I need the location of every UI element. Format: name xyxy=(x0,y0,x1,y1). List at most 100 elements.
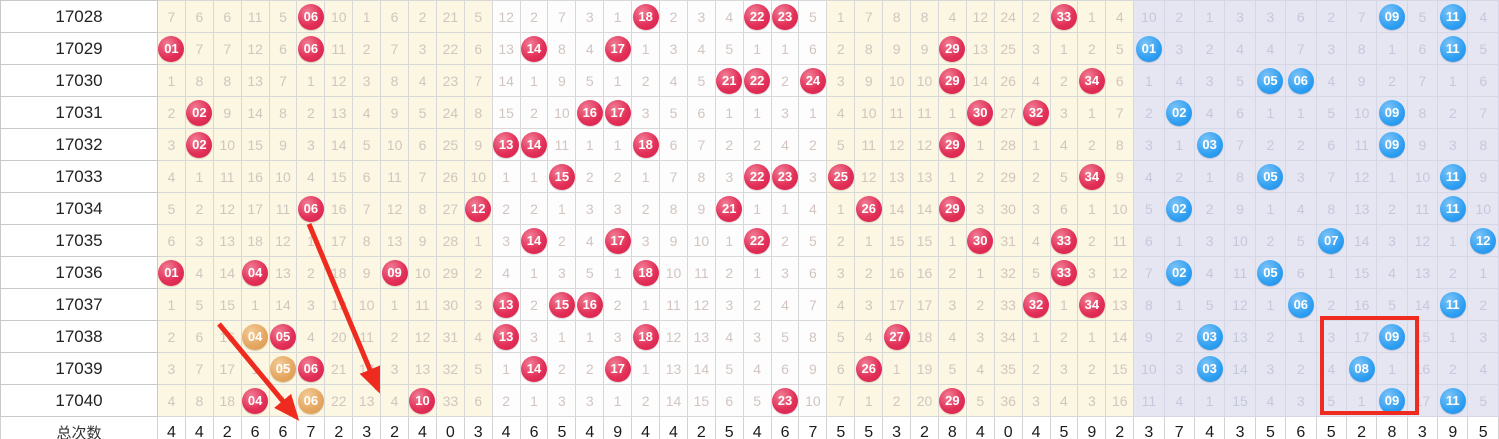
miss-cell: 8 xyxy=(1467,128,1499,161)
issue-label: 17036 xyxy=(0,256,158,289)
ball-cell: 25 xyxy=(826,160,856,193)
miss-cell: 6 xyxy=(352,160,382,193)
total-count-cell: 5 xyxy=(714,416,744,439)
miss-cell: 12 xyxy=(491,0,521,33)
total-count-cell: 4 xyxy=(659,416,688,439)
miss-cell: 3 xyxy=(798,160,828,193)
miss-cell: 3 xyxy=(1077,384,1107,417)
miss-cell: 4 xyxy=(463,320,493,353)
total-count-cell: 4 xyxy=(184,416,214,439)
miss-cell: 6 xyxy=(826,352,856,385)
red-ball: 25 xyxy=(827,163,854,190)
miss-cell: 3 xyxy=(714,288,744,321)
miss-cell: 9 xyxy=(1133,320,1165,353)
miss-cell: 2 xyxy=(547,352,577,385)
miss-cell: 8 xyxy=(268,96,298,129)
miss-cell: 1 xyxy=(854,224,884,257)
red-ball: 33 xyxy=(1050,227,1077,254)
miss-cell: 8 xyxy=(1315,192,1347,225)
red-ball: 33 xyxy=(1050,3,1077,30)
miss-cell: 15 xyxy=(212,288,242,321)
miss-cell: 3 xyxy=(1021,384,1051,417)
miss-cell: 9 xyxy=(659,224,688,257)
miss-cell: 18 xyxy=(324,256,354,289)
miss-cell: 2 xyxy=(184,192,214,225)
miss-cell: 2 xyxy=(714,128,744,161)
miss-cell: 17 xyxy=(324,224,354,257)
miss-cell: 1 xyxy=(519,384,549,417)
miss-cell: 8 xyxy=(1406,96,1439,129)
issue-label: 17035 xyxy=(0,224,158,257)
blue-ball: 09 xyxy=(1378,131,1405,158)
miss-cell: 4 xyxy=(1163,384,1195,417)
miss-cell: 3 xyxy=(1163,32,1195,65)
total-count-cell: 5 xyxy=(1254,416,1287,439)
miss-cell: 13 xyxy=(1406,256,1439,289)
miss-cell: 15 xyxy=(1345,256,1378,289)
miss-cell: 3 xyxy=(1049,352,1079,385)
miss-cell: 1 xyxy=(826,192,856,225)
red-ball: 06 xyxy=(297,3,324,30)
ball-cell: 09 xyxy=(1376,96,1408,129)
red-ball: 21 xyxy=(716,67,743,94)
miss-cell: 3 xyxy=(714,160,744,193)
red-ball: 04 xyxy=(242,259,269,286)
miss-cell: 1 xyxy=(575,128,605,161)
miss-cell: 8 xyxy=(1133,288,1165,321)
miss-cell: 5 xyxy=(1467,32,1499,65)
miss-cell: 1 xyxy=(1021,320,1051,353)
miss-cell: 32 xyxy=(435,352,465,385)
ball-cell: 05 xyxy=(268,352,298,385)
miss-cell: 3 xyxy=(296,288,326,321)
miss-cell: 2 xyxy=(296,256,326,289)
red-ball: 18 xyxy=(632,259,659,286)
ball-cell: 01 xyxy=(1133,32,1165,65)
miss-cell: 3 xyxy=(1133,128,1165,161)
miss-cell: 4 xyxy=(1285,192,1317,225)
ball-cell: 06 xyxy=(296,192,326,225)
miss-cell: 10 xyxy=(380,128,410,161)
miss-cell: 10 xyxy=(352,288,382,321)
blue-ball: 03 xyxy=(1196,355,1223,382)
miss-cell: 1 xyxy=(603,256,633,289)
miss-cell: 4 xyxy=(770,288,800,321)
miss-cell: 12 xyxy=(686,288,716,321)
miss-cell: 3 xyxy=(352,64,382,97)
total-count-cell: 3 xyxy=(1133,416,1165,439)
total-count-cell: 6 xyxy=(1285,416,1317,439)
miss-cell: 8 xyxy=(547,32,577,65)
red-ball: 30 xyxy=(967,227,994,254)
ball-cell: 07 xyxy=(1315,224,1347,257)
miss-cell: 1 xyxy=(1315,256,1347,289)
table-row: 17032 3 02 10 15 9 3 14 5 10 6 25 9 13 14 11 1 1 18 6 7 2 2 4 2 5… xyxy=(0,128,1499,161)
miss-cell: 13 xyxy=(686,320,716,353)
miss-cell: 5 xyxy=(714,352,744,385)
miss-cell: 2 xyxy=(603,288,633,321)
miss-cell: 1 xyxy=(1437,64,1469,97)
miss-cell: 11 xyxy=(1224,256,1256,289)
miss-cell: 2 xyxy=(519,192,549,225)
miss-cell: 6 xyxy=(1049,192,1079,225)
miss-cell: 1 xyxy=(1077,320,1107,353)
orange-ball: 04 xyxy=(242,323,269,350)
miss-cell: 1 xyxy=(1376,32,1408,65)
miss-cell: 2 xyxy=(1315,288,1347,321)
miss-cell: 11 xyxy=(408,288,437,321)
red-ball: 12 xyxy=(465,195,492,222)
red-ball: 15 xyxy=(548,291,575,318)
miss-cell: 30 xyxy=(993,192,1023,225)
miss-cell: 4 xyxy=(1254,384,1287,417)
miss-cell: 2 xyxy=(296,96,326,129)
miss-cell: 11 xyxy=(1133,384,1165,417)
total-count-cell: 2 xyxy=(1345,416,1378,439)
miss-cell: 7 xyxy=(1133,256,1165,289)
ball-cell: 12 xyxy=(1467,224,1499,257)
red-ball: 29 xyxy=(939,195,966,222)
total-count-cell: 0 xyxy=(993,416,1023,439)
miss-cell: 2 xyxy=(1049,64,1079,97)
miss-cell: 6 xyxy=(659,128,688,161)
miss-cell: 9 xyxy=(547,64,577,97)
miss-cell: 2 xyxy=(519,288,549,321)
miss-cell: 24 xyxy=(993,0,1023,33)
table-row: 17031 2 02 9 14 8 2 13 4 9 5 24 8 15 2 10 16 17 3 5 6 1 1 3 1 4 10… xyxy=(0,96,1499,129)
